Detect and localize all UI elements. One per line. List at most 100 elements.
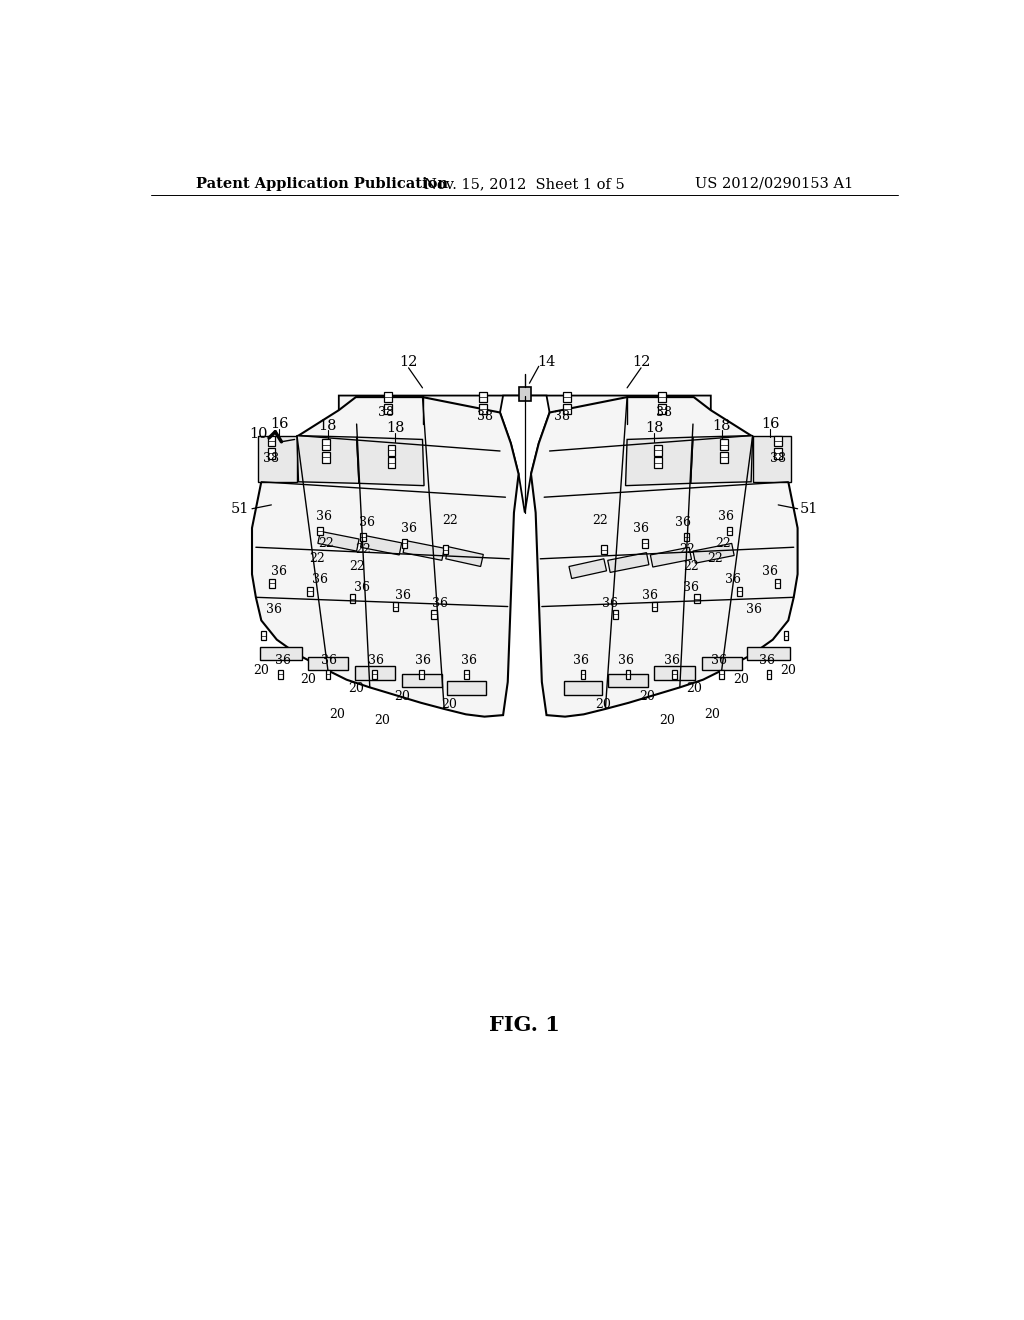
Bar bbox=[447, 681, 486, 696]
Bar bbox=[774, 436, 782, 446]
Text: 36: 36 bbox=[358, 516, 375, 529]
Text: 36: 36 bbox=[725, 573, 740, 586]
Text: 36: 36 bbox=[602, 597, 618, 610]
Text: 20: 20 bbox=[733, 673, 749, 686]
Text: Patent Application Publication: Patent Application Publication bbox=[197, 177, 449, 191]
Polygon shape bbox=[339, 396, 711, 424]
Bar bbox=[267, 447, 275, 459]
Bar bbox=[307, 586, 313, 595]
Text: 38: 38 bbox=[476, 409, 493, 422]
Bar bbox=[720, 451, 728, 462]
Bar bbox=[563, 681, 602, 696]
Bar bbox=[701, 656, 741, 671]
Bar bbox=[581, 671, 586, 678]
Text: 38: 38 bbox=[656, 407, 673, 418]
Bar bbox=[783, 631, 788, 640]
Bar bbox=[402, 539, 408, 548]
Bar bbox=[479, 404, 486, 414]
Polygon shape bbox=[356, 437, 424, 486]
Text: 20: 20 bbox=[686, 682, 701, 696]
Text: 36: 36 bbox=[746, 603, 762, 616]
Text: 10: 10 bbox=[249, 428, 267, 441]
Text: 20: 20 bbox=[705, 708, 720, 721]
Bar bbox=[727, 527, 732, 536]
Text: 36: 36 bbox=[683, 581, 698, 594]
Bar bbox=[326, 671, 331, 678]
Text: 20: 20 bbox=[639, 690, 655, 704]
Text: 36: 36 bbox=[617, 653, 634, 667]
Text: 36: 36 bbox=[312, 573, 329, 586]
Bar bbox=[612, 610, 618, 619]
Text: 36: 36 bbox=[675, 516, 691, 529]
Bar bbox=[654, 445, 662, 455]
Polygon shape bbox=[607, 553, 649, 573]
Bar bbox=[658, 392, 666, 403]
Polygon shape bbox=[445, 546, 483, 566]
Bar bbox=[479, 392, 486, 403]
Bar bbox=[672, 671, 677, 678]
Bar bbox=[401, 673, 442, 688]
Text: 18: 18 bbox=[713, 418, 731, 433]
Bar bbox=[518, 387, 531, 401]
Text: 36: 36 bbox=[322, 653, 338, 667]
Polygon shape bbox=[753, 436, 792, 482]
Bar bbox=[322, 440, 330, 450]
Bar bbox=[269, 579, 274, 589]
Text: 20: 20 bbox=[659, 714, 676, 727]
Text: 22: 22 bbox=[679, 543, 694, 556]
Bar bbox=[748, 647, 790, 660]
Text: 36: 36 bbox=[573, 653, 590, 667]
Text: 51: 51 bbox=[800, 502, 818, 516]
Text: 20: 20 bbox=[780, 664, 797, 677]
Bar bbox=[420, 671, 424, 678]
Text: 36: 36 bbox=[642, 589, 657, 602]
Text: 20: 20 bbox=[441, 698, 457, 711]
Bar bbox=[443, 545, 449, 554]
Bar bbox=[642, 539, 647, 548]
Text: 18: 18 bbox=[386, 421, 404, 434]
Text: 22: 22 bbox=[684, 560, 699, 573]
Polygon shape bbox=[690, 436, 753, 483]
Text: 22: 22 bbox=[441, 513, 458, 527]
Bar bbox=[607, 673, 648, 688]
Text: 36: 36 bbox=[664, 653, 680, 667]
Polygon shape bbox=[500, 396, 550, 512]
Text: 36: 36 bbox=[718, 510, 733, 523]
Text: 36: 36 bbox=[461, 653, 477, 667]
Bar bbox=[694, 594, 699, 603]
Text: 22: 22 bbox=[708, 552, 723, 565]
Text: 36: 36 bbox=[316, 510, 332, 523]
Bar bbox=[355, 665, 395, 680]
Bar bbox=[626, 671, 630, 678]
Text: 20: 20 bbox=[374, 714, 390, 727]
Text: 36: 36 bbox=[763, 565, 778, 578]
Bar bbox=[774, 447, 782, 459]
Text: 22: 22 bbox=[592, 513, 608, 527]
Text: 14: 14 bbox=[538, 355, 556, 370]
Text: 38: 38 bbox=[770, 453, 786, 465]
Text: 36: 36 bbox=[633, 523, 649, 536]
Bar bbox=[658, 404, 666, 414]
Text: 36: 36 bbox=[415, 653, 430, 667]
Bar bbox=[384, 404, 391, 414]
Text: 36: 36 bbox=[431, 597, 447, 610]
Bar bbox=[563, 404, 570, 414]
Bar bbox=[464, 671, 469, 678]
Text: 38: 38 bbox=[378, 407, 394, 418]
Text: 20: 20 bbox=[595, 698, 611, 711]
Bar bbox=[279, 671, 283, 678]
Polygon shape bbox=[258, 436, 297, 482]
Bar bbox=[322, 451, 330, 462]
Text: 16: 16 bbox=[761, 417, 779, 432]
Bar bbox=[388, 457, 395, 469]
Bar bbox=[720, 440, 728, 450]
Text: 12: 12 bbox=[399, 355, 418, 370]
Text: 20: 20 bbox=[301, 673, 316, 686]
Polygon shape bbox=[626, 437, 693, 486]
Bar bbox=[372, 671, 377, 678]
Bar bbox=[767, 671, 771, 678]
Polygon shape bbox=[252, 397, 518, 717]
Polygon shape bbox=[297, 436, 359, 483]
Text: 36: 36 bbox=[266, 603, 283, 616]
Bar bbox=[260, 647, 302, 660]
